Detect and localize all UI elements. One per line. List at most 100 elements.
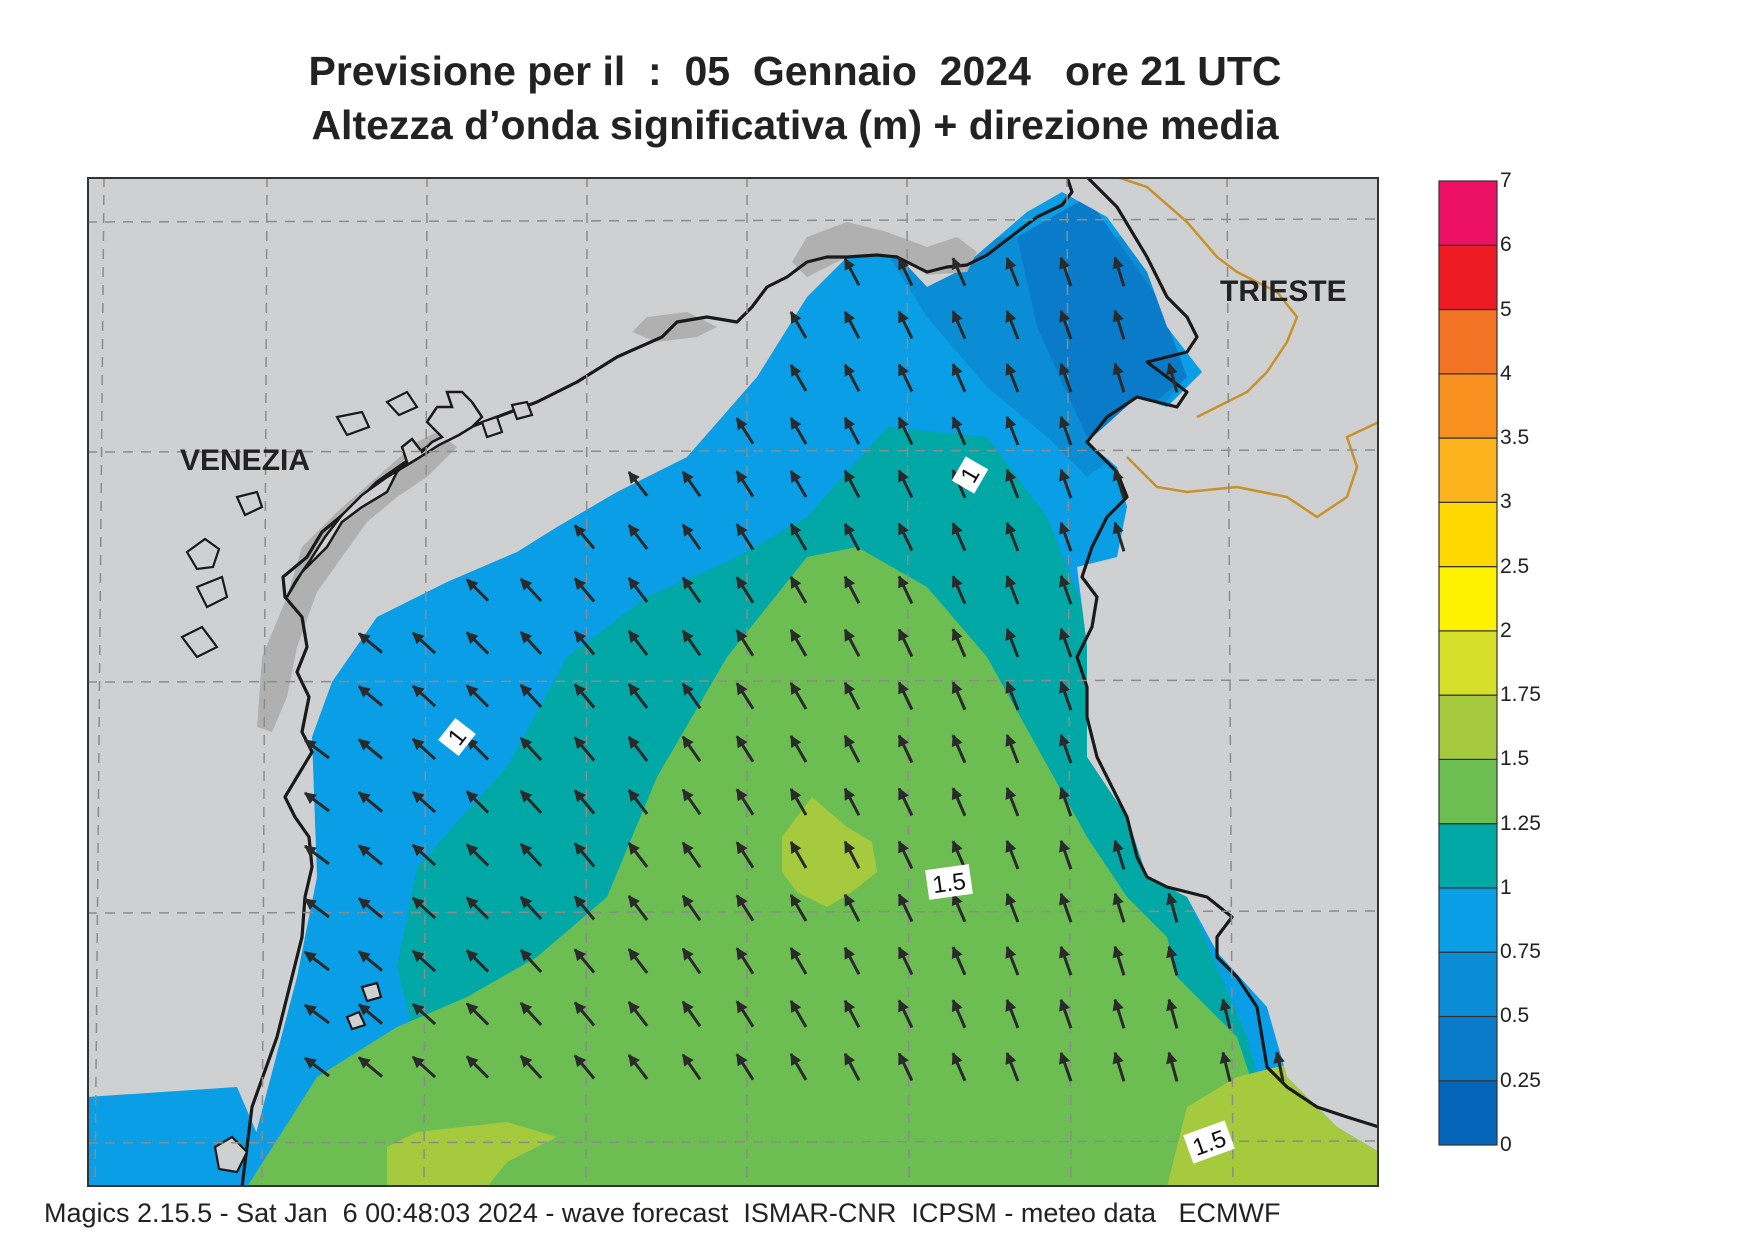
wave-arrow-head	[1112, 1051, 1124, 1065]
wave-arrow-head	[1059, 521, 1071, 535]
wave-arrow-head	[628, 683, 640, 696]
wave-arrow-head	[304, 1057, 317, 1069]
wave-arrow-head	[1059, 998, 1071, 1012]
chioggia-islets	[213, 981, 383, 1174]
wave-arrow-head	[844, 999, 856, 1013]
wave-arrow-head	[898, 946, 909, 960]
wave-arrow-head	[736, 894, 748, 908]
wave-arrow-head	[898, 893, 909, 907]
wave-arrow-head	[520, 896, 533, 909]
wave-arrow-head	[682, 947, 694, 961]
wave-arrow-head	[790, 947, 802, 961]
footer-credits: Magics 2.15.5 - Sat Jan 6 00:48:03 2024 …	[44, 1198, 1281, 1228]
national-border	[1116, 177, 1299, 419]
legend-label: 1.25	[1500, 811, 1541, 835]
wave-arrow-head	[1112, 468, 1124, 482]
wave-arrow-head	[574, 630, 587, 644]
wave-arrow-head	[736, 1000, 748, 1014]
wave-arrow-head	[951, 734, 963, 748]
wave-arrow-head	[790, 788, 802, 802]
wave-arrow-head	[1059, 892, 1071, 906]
wave-arrow-head	[1112, 945, 1124, 959]
wave-arrow-head	[1005, 786, 1017, 800]
contour-label-text: 1.5	[931, 868, 968, 899]
wave-arrow-head	[682, 894, 694, 908]
wave-arrow-head	[628, 630, 640, 643]
wave-arrow-head	[951, 257, 963, 271]
wave-arrow-head	[628, 948, 640, 961]
wave-arrow-head	[304, 845, 317, 857]
wave-arrow-head	[304, 898, 317, 910]
wave-arrow-head	[628, 842, 640, 855]
legend-label: 1.5	[1500, 747, 1530, 771]
color-legend	[1438, 180, 1498, 1146]
wave-arrow-head	[1112, 309, 1124, 323]
wave-arrow-head	[790, 1053, 802, 1067]
wave-arrow-head	[951, 787, 963, 801]
wave-arrow-head	[844, 840, 856, 854]
wave-arrow-head	[790, 470, 802, 484]
wave-arrow-head	[1059, 1051, 1071, 1065]
wave-arrow-head	[1005, 839, 1017, 853]
wave-arrow-head	[951, 363, 963, 377]
band-1.5-1.75-center	[782, 797, 877, 907]
legend-label: 1.75	[1500, 683, 1541, 707]
wave-arrow-head	[1112, 839, 1124, 853]
wave-arrow-head	[951, 1052, 963, 1066]
wave-arrow-head	[736, 523, 748, 537]
wave-arrow-head	[844, 257, 856, 271]
wave-arrow-head	[790, 894, 802, 908]
wave-arrow-head	[574, 524, 587, 538]
wave-arrow-head	[628, 524, 640, 537]
wave-arrow-head	[466, 1002, 479, 1015]
coastline-east	[1075, 177, 1379, 1129]
legend-swatch-0	[1438, 1080, 1498, 1146]
wave-arrow-head	[898, 734, 909, 748]
wave-arrow-head	[358, 685, 371, 698]
wave-arrow-head	[466, 684, 479, 697]
wave-arrow-head	[304, 1004, 317, 1016]
wave-arrow-head	[1005, 680, 1017, 694]
wave-arrow-head	[304, 792, 317, 804]
wave-arrow-head	[736, 788, 748, 802]
wave-arrow-head	[951, 628, 963, 642]
wave-arrow-head	[1059, 362, 1071, 376]
wave-arrow-head	[412, 950, 425, 963]
wave-arrow-head	[628, 895, 640, 908]
wave-arrow-head	[790, 576, 802, 590]
wave-arrow-head	[1059, 256, 1071, 270]
wave-arrow-head	[682, 576, 694, 590]
wave-arrow-head	[412, 1056, 425, 1069]
wave-arrow-head	[844, 310, 856, 324]
wave-arrow-head	[466, 790, 479, 803]
legend-label: 0	[1500, 1133, 1512, 1156]
wave-arrow-head	[1059, 733, 1071, 747]
wave-arrow-head	[1112, 256, 1124, 270]
coastline	[240, 177, 1074, 1187]
wave-arrow-head	[844, 628, 856, 642]
wave-arrow-head	[898, 999, 909, 1013]
wave-arrow-head	[358, 1056, 371, 1069]
legend-label: 1	[1500, 875, 1512, 899]
wave-arrow-head	[412, 738, 425, 751]
legend-swatch-1.5	[1438, 694, 1498, 761]
wave-arrow-head	[736, 947, 748, 961]
wave-arrow-head	[574, 683, 587, 697]
wave-arrow-head	[1166, 1051, 1178, 1065]
wave-arrow-head	[1005, 415, 1017, 429]
legend-swatch-1	[1438, 823, 1498, 889]
wave-arrow-head	[1166, 998, 1178, 1012]
wave-arrow-head	[358, 950, 371, 963]
wave-arrow-head	[736, 417, 748, 431]
wave-arrow-head	[1112, 521, 1124, 535]
wave-arrow-head	[898, 681, 909, 695]
wave-arrow-head	[790, 311, 802, 325]
wave-arrow-head	[1005, 627, 1017, 641]
wave-arrow-head	[1112, 362, 1124, 376]
wave-arrow-head	[1219, 998, 1232, 1011]
wave-arrow-head	[520, 1002, 533, 1015]
wave-arrow-head	[898, 840, 909, 854]
wave-arrow-head	[574, 1054, 587, 1068]
wave-arrow-head	[358, 1003, 371, 1016]
wave-arrow-head	[682, 523, 694, 537]
